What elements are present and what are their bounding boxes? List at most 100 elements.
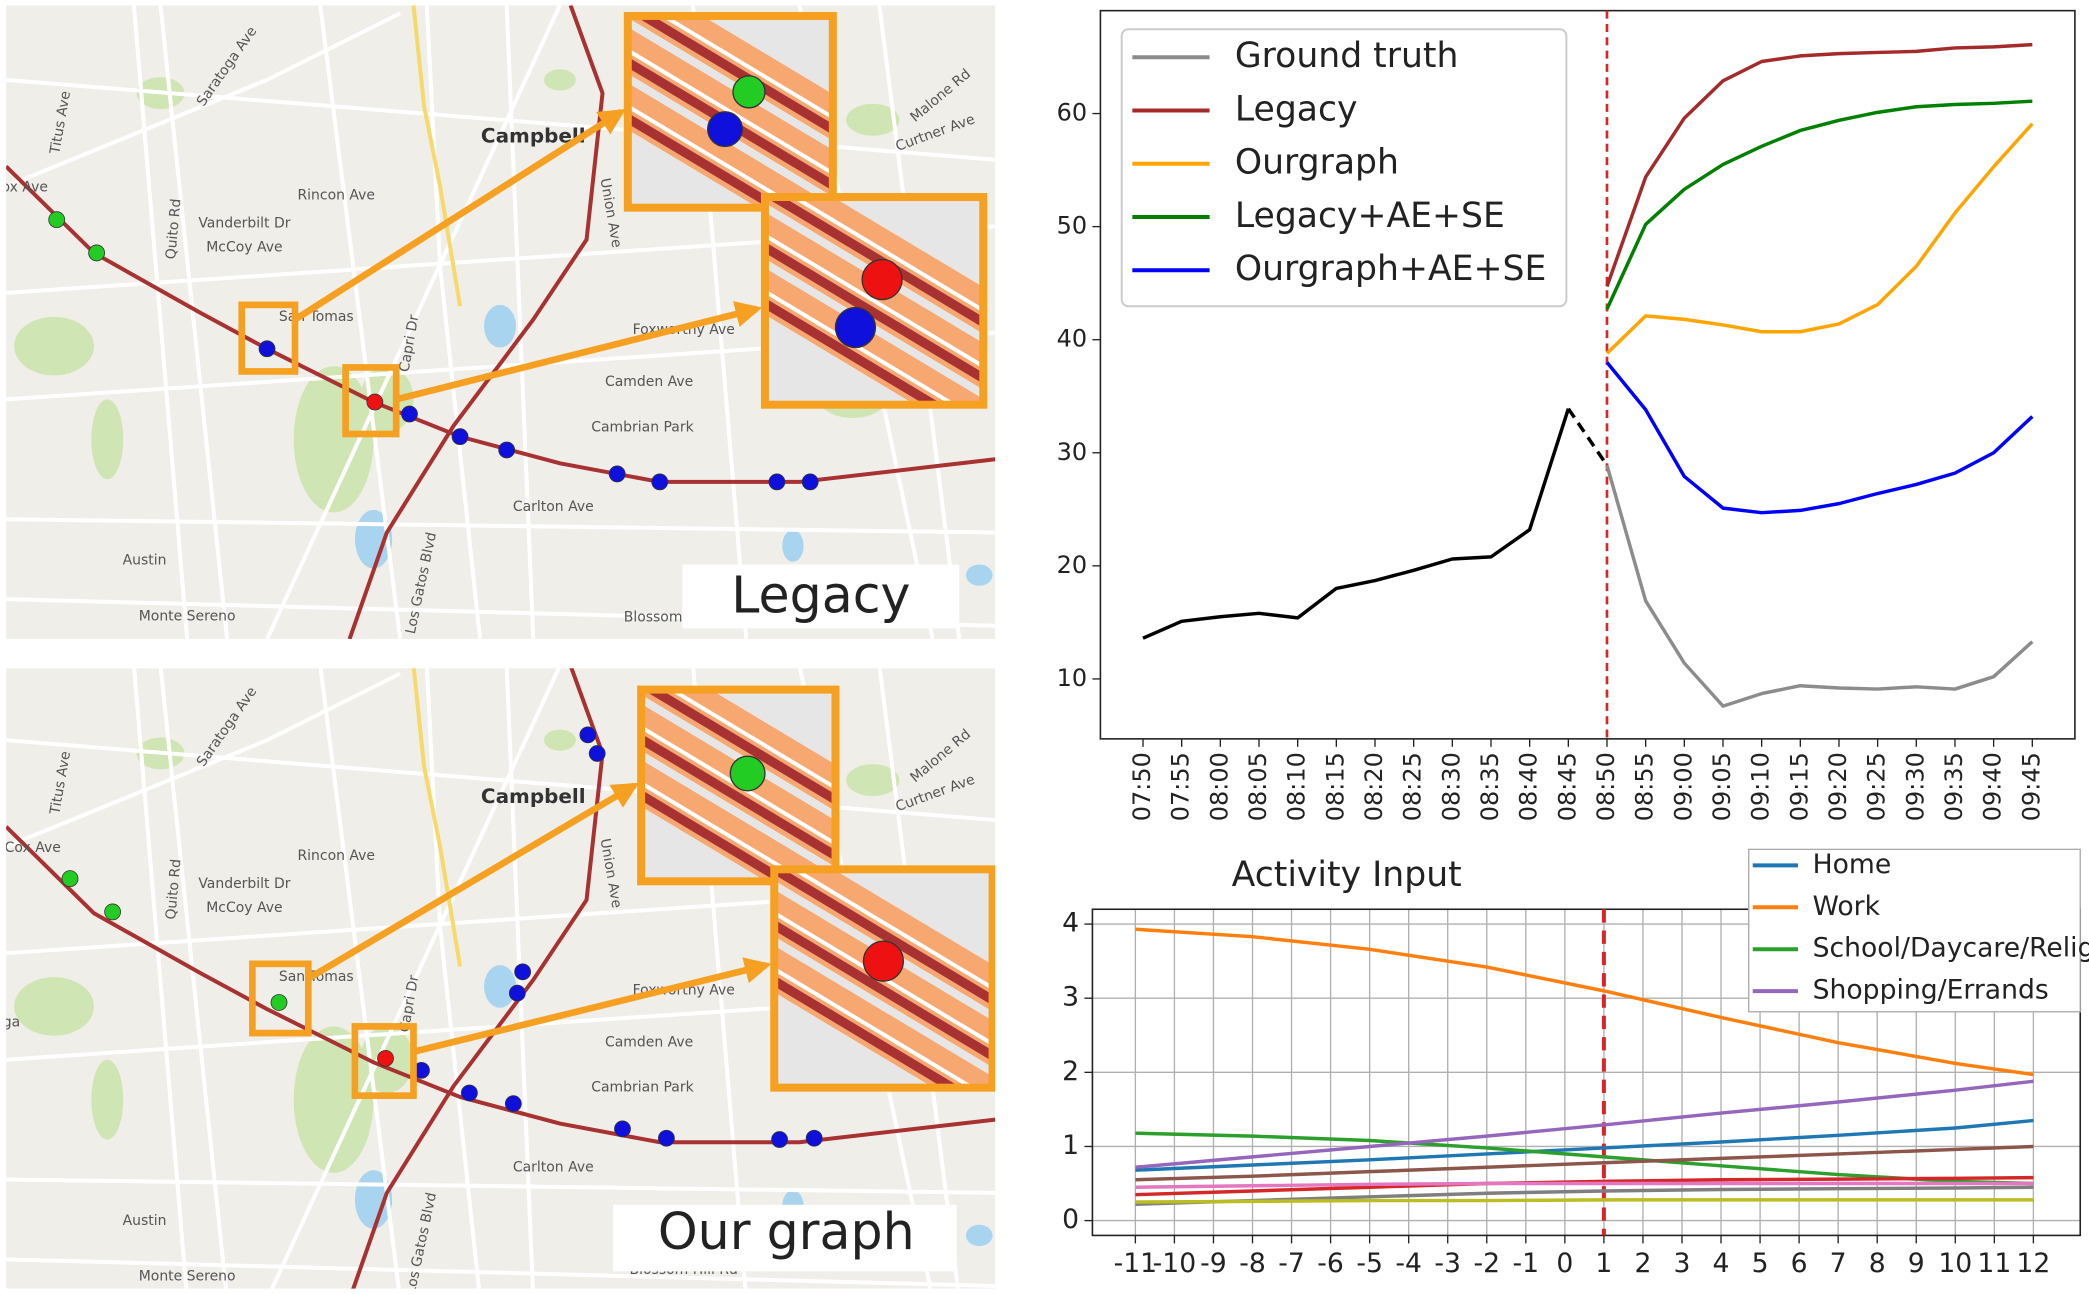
map-label: Carlton Ave (513, 1160, 594, 1176)
x-tick-label: 11 (1977, 1248, 2011, 1279)
y-tick-label: 60 (1057, 99, 1087, 127)
y-tick-label: 30 (1057, 438, 1087, 466)
map-label: ox Ave (2, 180, 48, 196)
map-label: McCoy Ave (206, 240, 282, 256)
map-label: Carlton Ave (513, 499, 594, 515)
inset-point (834, 306, 877, 349)
route-point (498, 441, 516, 459)
y-tick-label: 1 (1062, 1130, 1079, 1161)
y-tick-label: 2 (1062, 1056, 1079, 1087)
inset-road-edge (627, 47, 833, 176)
water (484, 965, 516, 1008)
water (965, 1224, 993, 1247)
legend-label: Work (1813, 891, 1881, 922)
route-point (504, 1095, 522, 1113)
x-tick-label: 8 (1869, 1248, 1886, 1279)
map-label: Monte Sereno (139, 608, 236, 624)
series-line (1135, 1181, 2034, 1189)
map-label: Camden Ave (605, 374, 693, 390)
map-label: Austin (123, 1213, 167, 1229)
route-point (651, 473, 669, 491)
inset-road-center (641, 733, 836, 862)
y-tick-label: 40 (1057, 325, 1087, 353)
x-tick-label: 1 (1595, 1248, 1612, 1279)
route-point (658, 1129, 675, 1147)
x-tick-label: -8 (1239, 1248, 1266, 1279)
park (14, 316, 94, 376)
x-tick-label: 08:30 (1437, 752, 1465, 821)
y-tick-label: 20 (1057, 551, 1087, 579)
street (6, 671, 402, 849)
y-tick-label: 3 (1062, 982, 1079, 1013)
series-line (1135, 1198, 2034, 1204)
legend-box (1748, 848, 2081, 1013)
route-point (377, 1049, 394, 1067)
inset-road-center (627, 112, 786, 208)
park (543, 729, 576, 751)
inset-frame (770, 865, 996, 1092)
inset-road-edge (659, 15, 833, 120)
water (965, 564, 993, 586)
map-caption: Our graph (658, 1202, 915, 1261)
caption-box (682, 564, 960, 629)
series-line (1566, 407, 1609, 467)
water (782, 529, 804, 562)
x-tick-label: 08:45 (1553, 752, 1581, 821)
street (158, 5, 230, 640)
inset-road-edge (627, 103, 801, 208)
route-point (608, 465, 626, 483)
yellow-road (411, 668, 463, 967)
chart-title: Activity Input (1232, 855, 1462, 895)
map-label: Cox Ave (5, 840, 61, 856)
street (131, 5, 190, 640)
route-point (104, 903, 121, 921)
legend-label: Legacy+AE+SE (1235, 196, 1505, 236)
map-label: Quito Rd (163, 198, 184, 260)
x-tick-label: 08:00 (1205, 752, 1233, 821)
zoom-box (249, 960, 312, 1037)
series-line (1135, 1144, 2034, 1182)
park (14, 977, 94, 1036)
route-point (258, 340, 276, 358)
street (265, 5, 562, 640)
inset-point (862, 940, 905, 982)
x-tick-label: 9 (1908, 1248, 1925, 1279)
x-tick-label: 3 (1674, 1248, 1691, 1279)
map-label: Vanderbilt Dr (198, 216, 290, 232)
inset-road-center (641, 789, 794, 882)
x-tick-label: 09:00 (1669, 752, 1697, 821)
route-point (805, 1129, 823, 1147)
route-point (461, 1084, 478, 1102)
x-tick-label: 09:30 (1901, 752, 1929, 821)
x-tick-label: 09:25 (1863, 752, 1891, 821)
caption-box (613, 1204, 957, 1272)
x-tick-label: 09:20 (1824, 752, 1852, 821)
zoom-inset (627, 15, 833, 208)
park (293, 366, 374, 513)
inset-point (707, 111, 743, 148)
legend-label: Ground truth (1235, 36, 1459, 76)
route-point (451, 428, 469, 446)
route-point (61, 870, 79, 888)
x-tick-label: 10 (1938, 1248, 1972, 1279)
street (6, 1257, 996, 1289)
x-tick-label: 09:45 (2017, 752, 2045, 821)
map-label: Rincon Ave (297, 848, 375, 864)
x-tick-label: 08:40 (1515, 752, 1543, 821)
zoom-arrow (306, 782, 640, 982)
inset-road-edge (667, 689, 836, 791)
y-tick-label: 10 (1057, 664, 1087, 692)
x-tick-label: 12 (2016, 1248, 2050, 1279)
series-line (1135, 1185, 2034, 1207)
zoom-box (238, 301, 299, 375)
map-label: Rincon Ave (297, 188, 375, 204)
map-label: San Tomas (279, 309, 354, 325)
x-tick-label: -5 (1356, 1248, 1383, 1279)
street (158, 668, 228, 1289)
x-tick-label: 09:35 (1940, 752, 1968, 821)
x-tick-label: 09:15 (1785, 752, 1813, 821)
inset-point (729, 755, 766, 792)
x-tick-label: -1 (1513, 1248, 1540, 1279)
route-point (270, 994, 288, 1011)
x-tick-label: 08:05 (1244, 752, 1272, 821)
